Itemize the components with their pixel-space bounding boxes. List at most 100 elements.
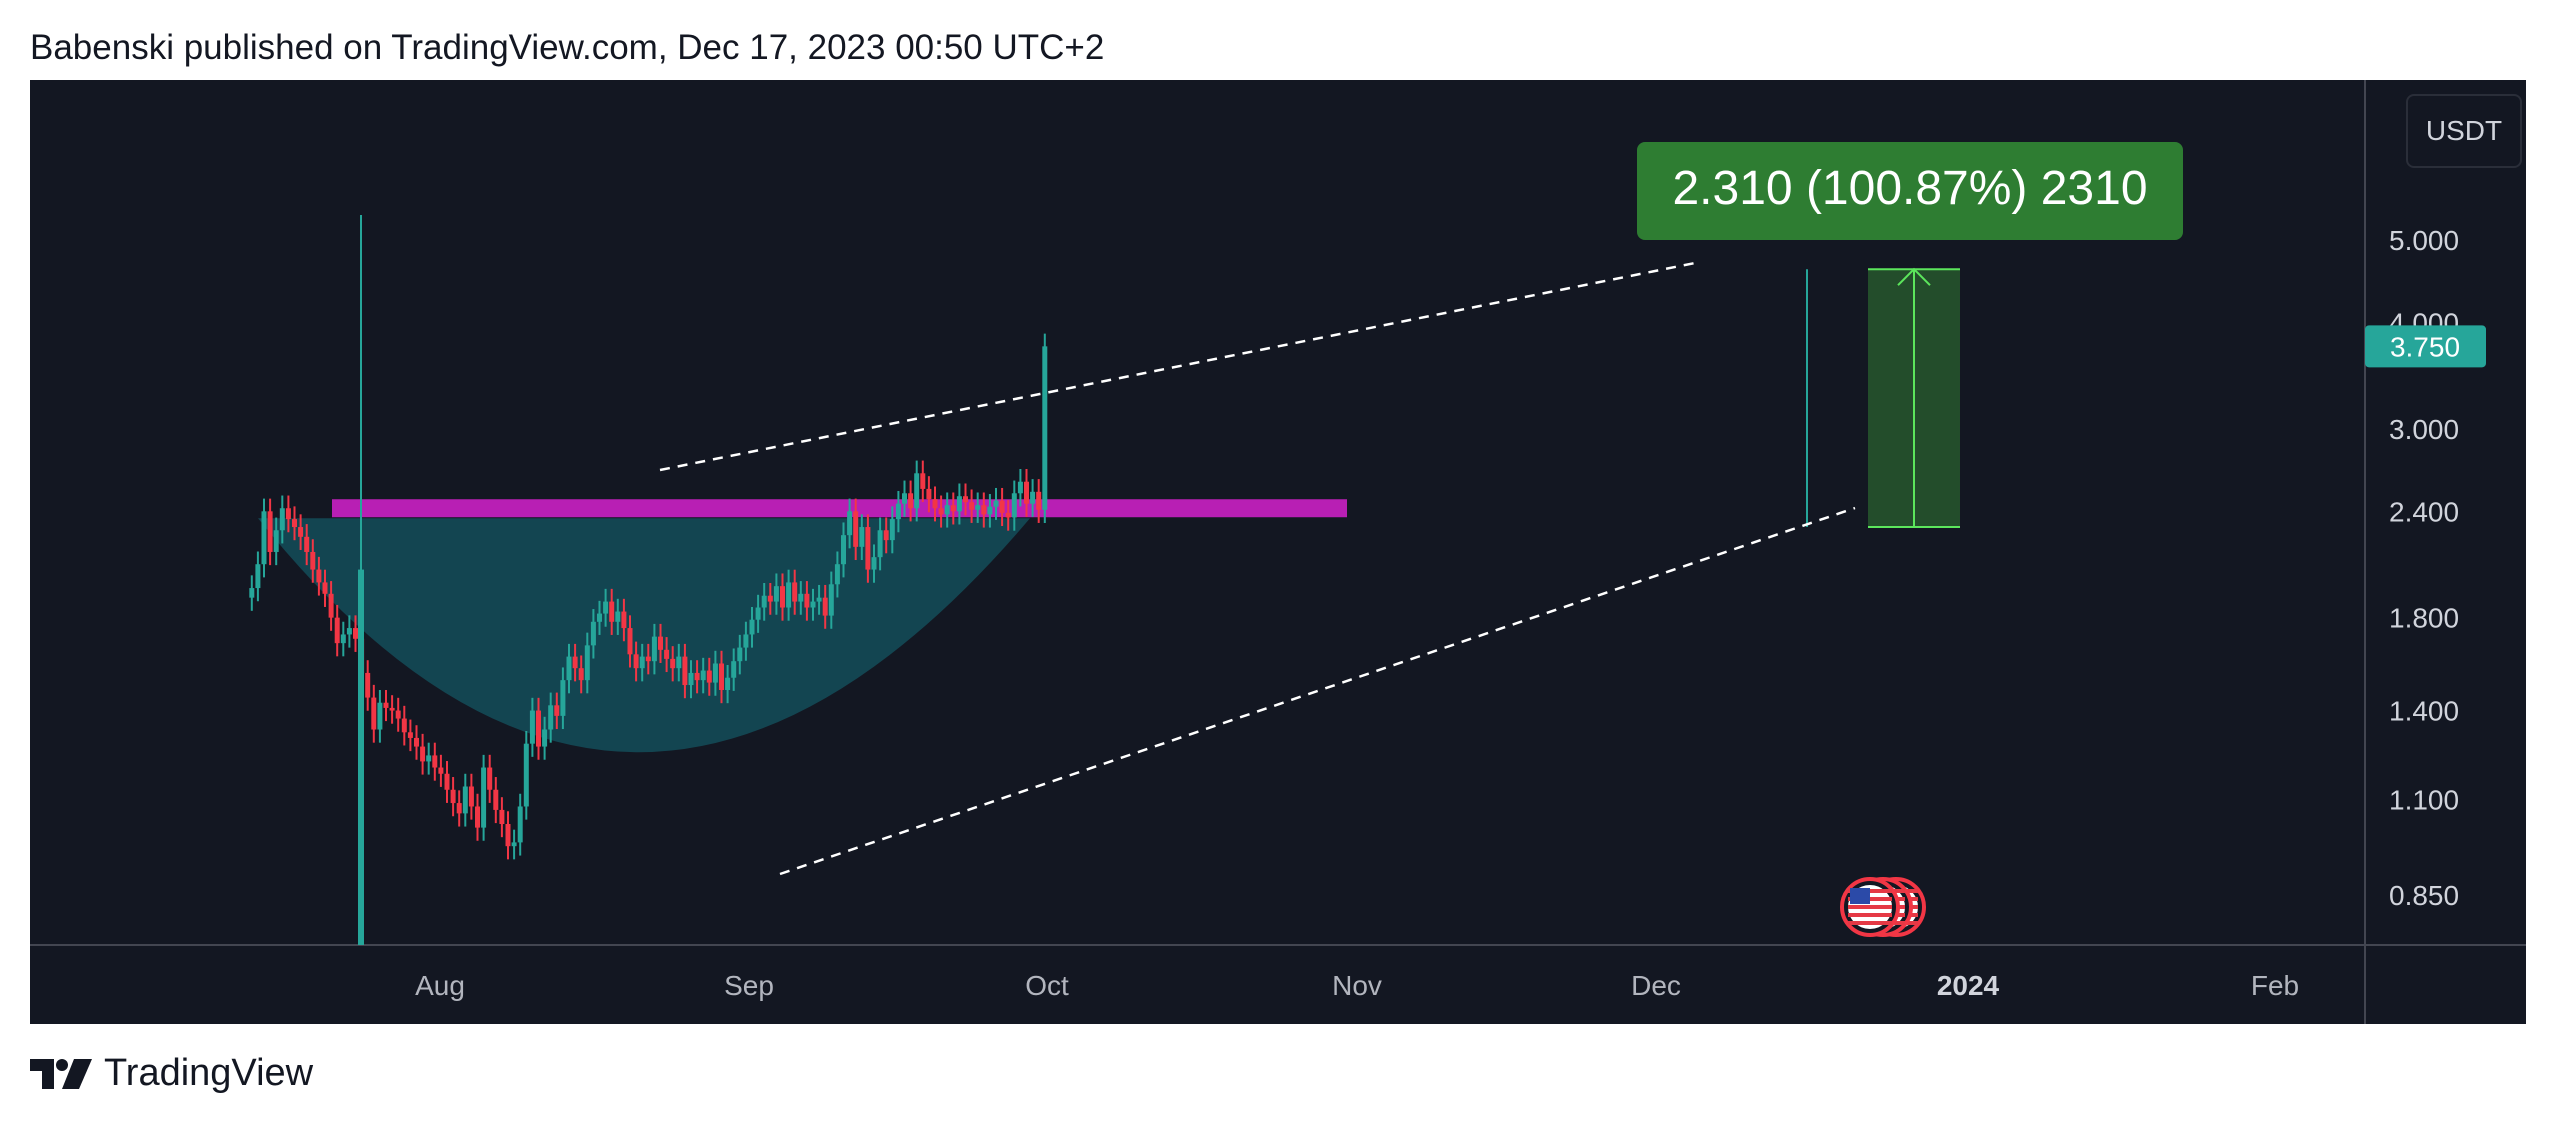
candle xyxy=(999,487,1005,527)
candle-body xyxy=(621,611,627,629)
candle-body xyxy=(529,710,535,744)
candle xyxy=(475,793,480,841)
candle-body xyxy=(255,564,261,589)
candle xyxy=(645,643,651,675)
candle xyxy=(804,581,810,621)
candle-body xyxy=(938,508,944,515)
candle-body xyxy=(914,473,920,509)
candle-body xyxy=(407,732,413,738)
flag-stripe xyxy=(1848,921,1892,925)
candle xyxy=(401,705,407,746)
candle xyxy=(255,551,261,602)
price-chart[interactable]: 2.310 (100.87%) 2310 5.0004.0003.0002.40… xyxy=(30,80,2526,1024)
candle-body xyxy=(584,645,590,681)
candle-body xyxy=(676,656,682,669)
candle xyxy=(664,637,670,673)
candle-body xyxy=(1017,481,1023,494)
candle xyxy=(298,514,304,550)
candle xyxy=(542,716,548,760)
candle xyxy=(700,657,706,694)
candle xyxy=(1011,480,1017,531)
candle xyxy=(316,556,322,596)
candle xyxy=(786,569,792,621)
candle xyxy=(566,643,572,694)
candle xyxy=(334,604,340,657)
candle xyxy=(932,486,938,522)
candle-body xyxy=(1011,493,1017,518)
candle xyxy=(365,660,371,711)
candle-body xyxy=(322,582,328,594)
candle xyxy=(810,588,816,621)
candle xyxy=(743,621,749,661)
channel-lower-line xyxy=(779,506,1856,876)
candle xyxy=(340,621,346,657)
candle-body xyxy=(877,530,883,558)
candle xyxy=(731,648,737,691)
candle-body xyxy=(456,803,462,814)
candle xyxy=(346,615,352,648)
candle-body xyxy=(468,786,474,807)
candle xyxy=(883,517,889,554)
resistance-band xyxy=(332,499,1347,518)
candle xyxy=(548,692,554,743)
candle-body xyxy=(328,593,334,618)
candle-body xyxy=(353,628,358,639)
candle-body xyxy=(993,500,999,507)
candle-body xyxy=(298,527,304,537)
tradingview-footer[interactable]: TradingView xyxy=(30,1052,313,1095)
candle-body xyxy=(731,661,737,678)
candle xyxy=(273,517,279,566)
candle xyxy=(956,483,962,525)
candle-body xyxy=(627,628,633,655)
currency-button[interactable]: USDT xyxy=(2406,94,2522,168)
candle-body xyxy=(487,767,493,790)
candle xyxy=(328,581,334,631)
candle xyxy=(438,754,444,787)
measure-badge xyxy=(1637,142,2183,240)
candle xyxy=(444,761,450,803)
candle-body xyxy=(926,488,932,500)
candle xyxy=(420,733,426,775)
candle xyxy=(920,460,926,503)
candle xyxy=(584,632,590,694)
candle-body xyxy=(798,593,804,602)
candle xyxy=(773,573,779,615)
candle xyxy=(377,689,383,743)
candle xyxy=(499,797,505,838)
candle-body xyxy=(261,511,267,565)
candle-body xyxy=(1024,481,1029,504)
candle xyxy=(1005,500,1011,531)
price-tick-label: 5.000 xyxy=(2389,225,2459,256)
candle xyxy=(950,492,956,525)
candle xyxy=(963,483,968,516)
candle xyxy=(468,773,474,820)
candle xyxy=(792,569,798,615)
candle xyxy=(688,660,694,699)
candle-body xyxy=(694,672,700,681)
candle-body xyxy=(847,511,853,536)
candle-body xyxy=(963,496,968,503)
candle-body xyxy=(511,842,517,847)
candle-body xyxy=(481,767,487,828)
tradingview-logo-icon xyxy=(30,1058,92,1089)
candle xyxy=(828,571,834,629)
candle xyxy=(261,498,267,578)
flag-stripe xyxy=(1848,913,1892,917)
measure-arrow-icon xyxy=(1897,267,1931,286)
candle xyxy=(889,506,895,554)
candle-body xyxy=(975,505,981,510)
candle-body xyxy=(804,593,810,608)
time-tick-label: Feb xyxy=(2251,970,2299,1001)
chart-panel[interactable]: 2.310 (100.87%) 2310 5.000 4.000 3.000 2.40… xyxy=(30,80,2526,1024)
candle xyxy=(682,643,688,699)
candle xyxy=(712,650,718,696)
candle-body xyxy=(609,601,615,622)
price-tick-label: 1.100 xyxy=(2389,785,2459,816)
candle xyxy=(895,490,901,533)
candle-body xyxy=(773,586,779,602)
candle-body xyxy=(755,607,761,620)
candle-body xyxy=(572,656,578,669)
candle-body xyxy=(389,707,395,711)
candle xyxy=(511,829,517,860)
candle-body xyxy=(566,656,572,681)
